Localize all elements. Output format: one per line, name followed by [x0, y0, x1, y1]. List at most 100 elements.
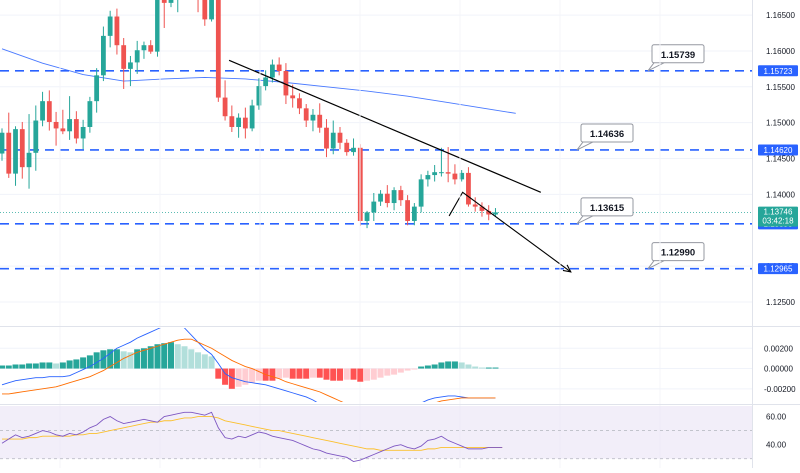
macd-histogram-bar	[391, 368, 398, 375]
candle	[276, 57, 282, 76]
axis-badge-label: 1.15723	[764, 67, 793, 76]
price-axis-tick-label: 1.15000	[766, 119, 795, 128]
macd-histogram-bar	[201, 354, 208, 369]
candle-body	[472, 204, 478, 207]
candle	[337, 126, 343, 150]
candle	[297, 93, 302, 115]
candle-body	[283, 71, 289, 96]
candle-body	[466, 172, 471, 205]
level-axis-badge: 1.15723	[758, 65, 798, 77]
macd-histogram-bar	[350, 368, 357, 380]
candle	[19, 121, 25, 179]
candle	[168, 0, 174, 8]
candle	[263, 70, 269, 91]
candle-body	[310, 114, 316, 121]
candle-body	[398, 190, 404, 201]
candle	[94, 68, 100, 113]
macd-histogram-bar	[384, 368, 391, 376]
candle	[310, 109, 316, 132]
candle-body	[148, 45, 154, 52]
level-callout: 1.12990	[647, 242, 705, 270]
candle-body	[418, 179, 424, 207]
rsi-line	[1, 411, 503, 463]
macd-histogram-bar	[303, 368, 310, 379]
macd-histogram-bar	[228, 368, 235, 389]
macd-axis-tick-label: -0.00200	[764, 385, 796, 394]
macd-histogram-bar	[289, 368, 296, 379]
candle	[73, 111, 79, 144]
candle	[439, 147, 444, 177]
macd-histogram-bar	[0, 365, 5, 369]
axis-badge-bg	[758, 144, 798, 156]
macd-histogram-bar	[147, 346, 154, 369]
macd-histogram-bar	[465, 364, 472, 369]
candle-body	[459, 172, 465, 180]
candle	[80, 119, 86, 150]
candle	[418, 174, 424, 213]
candle	[432, 165, 438, 182]
candle-body	[297, 98, 302, 109]
candle	[384, 185, 390, 208]
callout-box	[580, 197, 634, 217]
callout-pointer	[576, 141, 594, 151]
price-axis-tick-label: 1.15500	[766, 83, 795, 92]
macd-histogram-bar	[208, 356, 215, 369]
candle-body	[364, 212, 370, 221]
candle	[351, 138, 356, 156]
candle-body	[80, 126, 86, 139]
axis-badge-bg	[758, 263, 798, 275]
macd-histogram-bar	[12, 364, 19, 369]
macd-histogram-bar	[127, 352, 134, 369]
macd-histogram-bar	[309, 368, 316, 378]
macd-axis-tick-label: 0.00000	[764, 365, 793, 374]
rsi-axis-tick-label: 40.00	[766, 441, 787, 450]
candle-body	[121, 45, 127, 69]
candle-body	[229, 116, 235, 127]
current-price-badge-bg	[758, 206, 798, 227]
candle	[33, 105, 39, 171]
rsi-ma-line	[2, 416, 503, 451]
candle-body	[344, 142, 350, 153]
candle	[46, 90, 52, 131]
macd-histogram-bar	[445, 361, 452, 369]
callout-pointer	[647, 62, 665, 72]
macd-histogram-bar	[215, 368, 222, 379]
projection-arrowhead	[562, 264, 572, 273]
macd-signal-line	[2, 338, 496, 402]
candle-body	[263, 77, 269, 87]
candle-body	[317, 114, 323, 128]
candle-body	[141, 45, 147, 51]
candle-body	[270, 64, 275, 78]
candle	[215, 0, 221, 102]
macd-histogram-bar	[492, 367, 499, 369]
macd-histogram-bar	[26, 363, 33, 369]
candle-body	[161, 0, 167, 3]
candle	[26, 114, 32, 189]
callout-box	[580, 123, 634, 143]
candle	[107, 10, 113, 48]
candle	[60, 109, 66, 135]
macd-histogram-bar	[370, 368, 377, 380]
projection-path	[448, 191, 572, 273]
price-axis-tick-label: 1.16500	[766, 11, 795, 20]
macd-histogram-bar	[458, 362, 465, 369]
candle	[479, 202, 485, 217]
macd-histogram-bar	[418, 366, 425, 369]
macd-histogram-bar	[411, 368, 418, 370]
macd-histogram-bar	[113, 349, 120, 369]
current-price-label: 1.13746	[764, 208, 793, 217]
candle-body	[222, 97, 228, 117]
candle	[472, 197, 478, 212]
callout-label: 1.15739	[661, 50, 695, 61]
candle	[229, 105, 235, 133]
macd-histogram-bar	[296, 368, 303, 379]
macd-axis-tick-label: 0.00200	[764, 344, 793, 353]
macd-histogram-bar	[168, 342, 174, 369]
candle-body	[202, 0, 208, 20]
candle	[283, 63, 289, 105]
candle-body	[432, 172, 438, 176]
macd-histogram-bar	[181, 346, 188, 369]
macd-histogram-bar	[478, 367, 485, 369]
candle-body	[405, 200, 410, 221]
